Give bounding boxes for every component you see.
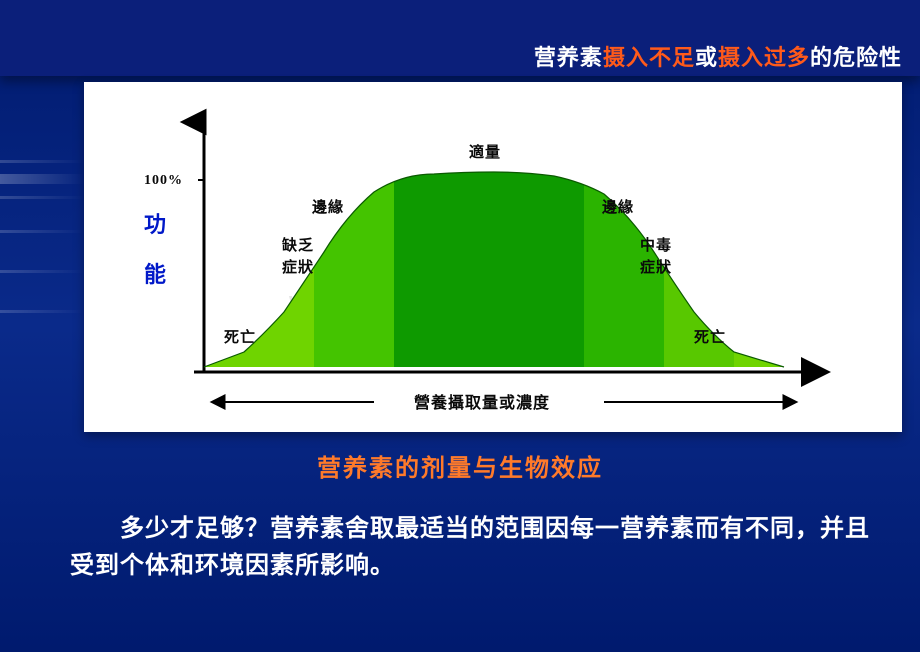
y-tick-label-100: 100% [144,173,183,188]
dose-response-chart: www.zixin.com.cn 100% 功 能 [84,82,902,432]
header-red2: 摄入过多 [718,45,810,70]
y-axis-label-1: 功 [144,212,167,237]
label-death-left: 死亡 [224,328,256,346]
slide-body-text: 多少才足够？营养素舍取最适当的范围因每一营养素而有不同，并且受到个体和环境因素所… [70,510,880,584]
header-red1: 摄入不足 [603,45,695,70]
header-mid: 或 [695,45,718,70]
label-top-center: 適量 [469,143,501,161]
label-deficiency-2: 症狀 [282,258,314,276]
header-title: 营养素摄入不足或摄入过多的危险性 [534,40,902,72]
slide-subtitle: 营养素的剂量与生物效应 [0,448,920,483]
x-axis-label: 營養攝取量或濃度 [414,393,550,412]
label-edge-right: 邊緣 [602,198,634,216]
label-toxicity-1: 中毒 [640,236,672,254]
label-toxicity-2: 症狀 [640,258,672,276]
label-deficiency-1: 缺乏 [281,236,314,254]
header-prefix: 营养素 [534,45,603,70]
y-axis-label-2: 能 [144,262,167,287]
label-edge-left: 邊緣 [312,198,344,216]
slide-header: 营养素摄入不足或摄入过多的危险性 [0,0,920,76]
header-suffix: 的危险性 [810,45,902,70]
label-death-right: 死亡 [694,328,726,346]
